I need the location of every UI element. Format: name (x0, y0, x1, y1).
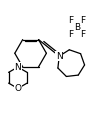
Text: F: F (69, 16, 74, 25)
Text: B: B (74, 23, 80, 32)
Text: N: N (56, 52, 63, 61)
Text: O: O (14, 84, 21, 93)
Text: F: F (69, 30, 74, 39)
Text: F: F (80, 30, 85, 39)
Text: N: N (14, 62, 21, 72)
Text: F: F (80, 16, 85, 25)
